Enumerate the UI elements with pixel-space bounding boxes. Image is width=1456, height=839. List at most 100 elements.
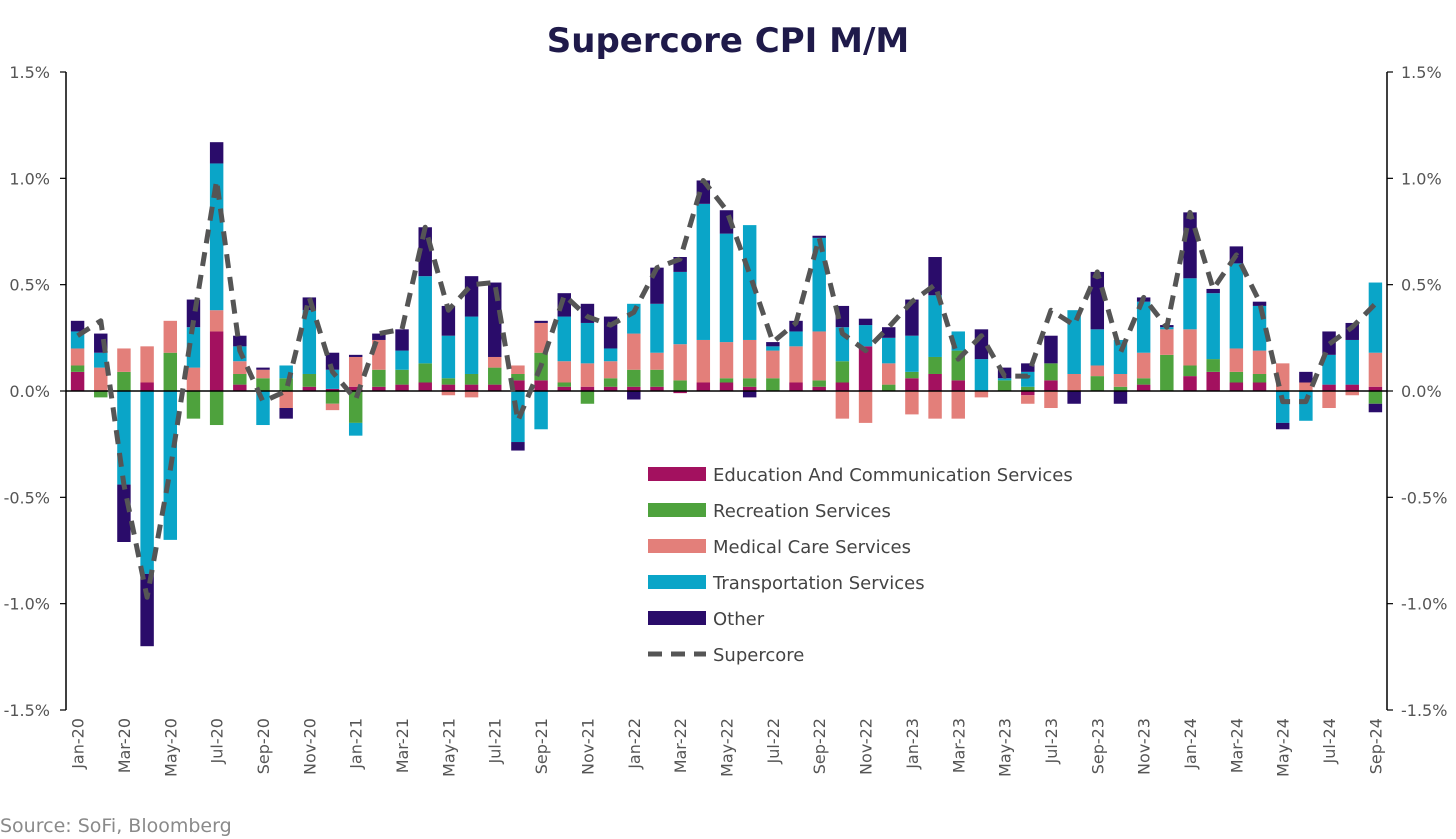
y-tick-label-right: -1.0% (1401, 595, 1447, 614)
legend-swatch (648, 539, 706, 553)
bar-segment-transportation-services (766, 346, 780, 351)
supercore-line (76, 178, 1378, 600)
x-tick-label: May-23 (996, 718, 1015, 777)
bar-segment-medical-care-services (325, 403, 340, 411)
bar-segment-transportation-services (789, 331, 803, 347)
bar-segment-transportation-services (441, 335, 456, 379)
bar-segment-other (812, 235, 826, 238)
bar-segment-medical-care-services (1090, 365, 1105, 377)
bar-segment-medical-care-services (1183, 329, 1197, 366)
bar-segment-other (372, 333, 386, 340)
bar-segment-transportation-services (1183, 278, 1197, 330)
bar-segment-education-and-communication-services (372, 386, 386, 391)
bar-segment-education-and-communication-services (1252, 382, 1267, 391)
x-tick-label: May-21 (439, 718, 458, 777)
bar-segment-other (395, 329, 409, 351)
bar-segment-other (488, 282, 502, 357)
bar-segment-other (882, 327, 896, 338)
bar-segment-education-and-communication-services (627, 386, 641, 391)
legend-swatch (648, 503, 706, 517)
bar-segment-medical-care-services (812, 331, 826, 381)
y-tick-label-right: 1.0% (1401, 169, 1442, 188)
bar-segment-education-and-communication-services (1322, 384, 1336, 391)
bar-segment-recreation-services (348, 391, 363, 423)
bar-segment-other (1368, 403, 1383, 413)
bar-segment-medical-care-services (974, 391, 989, 398)
bar-segment-recreation-services (557, 382, 571, 387)
bar-segment-transportation-services (94, 352, 108, 368)
y-ticks-left: 1.5% 1.0% 0.5% 0.0% -0.5% -1.0% -1.5% (4, 63, 66, 720)
y-tick-label-left: -0.5% (4, 488, 50, 507)
bar-segment-transportation-services (1067, 310, 1081, 374)
bar-segment-education-and-communication-services (789, 382, 803, 391)
bar-segment-medical-care-services (1044, 391, 1058, 409)
bar-segment-education-and-communication-services (742, 386, 757, 391)
bar-segment-recreation-services (163, 352, 178, 391)
legend-label: Medical Care Services (713, 537, 911, 558)
bar-segment-recreation-services (1206, 359, 1220, 372)
bar-segment-education-and-communication-services (928, 373, 942, 391)
bar-segment-medical-care-services (233, 361, 247, 374)
x-tick-label: Jul-23 (1042, 718, 1061, 764)
legend: Education And Communication Services Recr… (648, 465, 1073, 666)
bar-segment-other (233, 335, 247, 347)
bar-segment-education-and-communication-services (418, 382, 432, 391)
bar-segment-recreation-services (302, 373, 317, 387)
bar-segment-medical-care-services (94, 367, 108, 391)
bar-segment-other (789, 320, 803, 332)
bar-segment-education-and-communication-services (233, 384, 247, 391)
y-tick-label-left: 0.0% (9, 382, 50, 401)
bar-segment-recreation-services (464, 373, 479, 385)
bar-segment-education-and-communication-services (209, 331, 224, 391)
x-tick-label: Nov-22 (857, 718, 876, 775)
bar-segment-other (1113, 391, 1128, 404)
bar-segment-other (534, 320, 548, 323)
bar-segment-recreation-services (372, 369, 386, 387)
bar-segment-other (766, 342, 780, 347)
y-tick-label-left: 0.5% (9, 276, 50, 295)
bar-segment-medical-care-services (348, 356, 363, 387)
bar-segment-transportation-services (1322, 354, 1336, 385)
bar-segment-education-and-communication-services (464, 384, 479, 391)
bar-segment-transportation-services (464, 316, 479, 374)
bar-segment-recreation-services (1113, 386, 1128, 391)
bar-segment-transportation-services (1275, 391, 1290, 423)
bar-segment-medical-care-services (1021, 395, 1035, 404)
bar-segment-education-and-communication-services (812, 386, 826, 391)
bar-segment-education-and-communication-services (70, 371, 85, 391)
bar-segment-medical-care-services (1368, 352, 1383, 387)
bar-segment-medical-care-services (696, 339, 711, 383)
bar-segment-recreation-services (580, 391, 595, 404)
bar-segment-recreation-services (1183, 365, 1197, 377)
bar-segment-education-and-communication-services (348, 386, 363, 391)
bar-segment-transportation-services (557, 316, 571, 362)
bar-segment-transportation-services (1136, 301, 1151, 353)
bar-segment-transportation-services (742, 225, 757, 340)
bar-segment-medical-care-services (1322, 391, 1336, 409)
bar-segment-medical-care-services (789, 346, 803, 383)
bar-segment-education-and-communication-services (302, 386, 317, 391)
x-tick-label: Jan-23 (903, 718, 922, 770)
bar-segment-education-and-communication-services (905, 378, 919, 391)
bar-segment-transportation-services (140, 391, 154, 574)
bar-segment-other (511, 442, 525, 451)
bar-segment-medical-care-services (1113, 373, 1128, 387)
bar-segment-medical-care-services (511, 365, 525, 374)
stacked-bars (70, 142, 1383, 647)
bar-segment-transportation-services (928, 295, 942, 357)
bar-segment-recreation-services (1044, 363, 1058, 381)
bar-segment-education-and-communication-services (1183, 376, 1197, 391)
y-tick-label-right: -0.5% (1401, 488, 1447, 507)
bar-segment-medical-care-services (1229, 348, 1244, 372)
bar-segment-other (140, 573, 154, 647)
x-tick-label: Jan-21 (347, 718, 366, 770)
x-tick-label: May-20 (161, 718, 180, 777)
bar-segment-transportation-services (719, 233, 734, 343)
bar-segment-recreation-services (627, 369, 641, 387)
bar-segment-other (70, 320, 85, 332)
x-tick-label: Sep-24 (1366, 718, 1385, 774)
legend-swatch (648, 575, 706, 589)
bar-segment-medical-care-services (464, 391, 479, 398)
bar-segment-transportation-services (1090, 329, 1105, 366)
